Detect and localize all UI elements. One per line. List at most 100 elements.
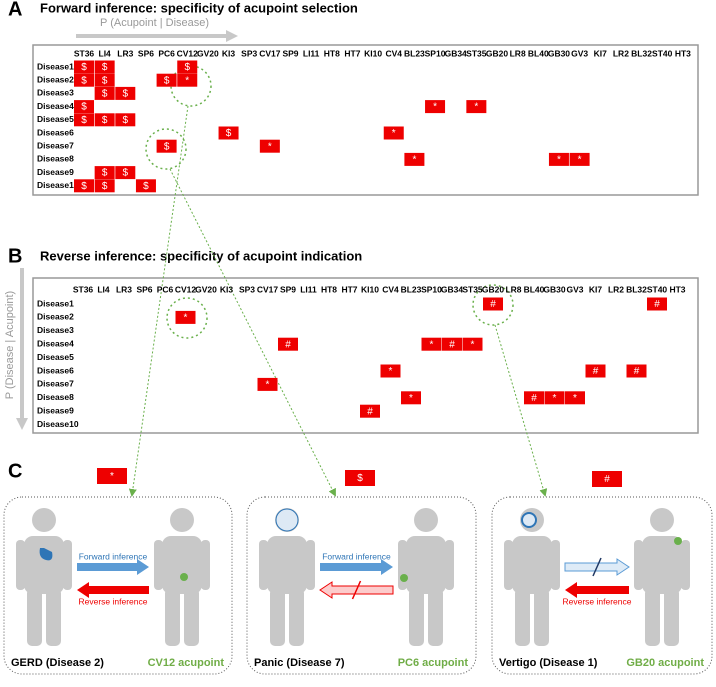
torso [162, 536, 202, 594]
arm [551, 540, 560, 590]
leg [46, 588, 61, 646]
column-label: BL40 [528, 48, 549, 58]
column-label: LR2 [608, 284, 624, 294]
cell [135, 179, 156, 193]
cell [218, 126, 239, 140]
cell-symbol: # [634, 366, 640, 377]
cell [548, 152, 569, 166]
column-label: CV12 [177, 48, 199, 58]
column-label: SP10 [421, 284, 442, 294]
row-label: Disease5 [37, 352, 74, 362]
leg [27, 588, 42, 646]
column-label: BL32 [626, 284, 647, 294]
row-label: Disease3 [37, 88, 74, 98]
cell [257, 377, 278, 391]
cell-symbol: * [471, 339, 475, 350]
leg [664, 588, 679, 646]
column-label: LI4 [99, 48, 112, 58]
negation-slash [592, 557, 602, 577]
negation-slash [351, 580, 362, 600]
column-label: KI3 [222, 48, 236, 58]
column-label: BL32 [631, 48, 652, 58]
column-label: LI4 [97, 284, 110, 294]
cell [401, 391, 421, 405]
column-label: GV3 [571, 48, 588, 58]
head [32, 508, 56, 532]
ear-icon [521, 512, 537, 528]
cell-symbol: # [654, 299, 660, 310]
column-label: LI11 [303, 48, 320, 58]
arm [504, 540, 513, 590]
case-marker [345, 470, 375, 486]
cell-symbol: $ [81, 115, 87, 126]
cell-symbol: $ [164, 75, 170, 86]
case-box [491, 496, 713, 675]
column-label: LR3 [117, 48, 133, 58]
cell [115, 113, 136, 127]
row-label: Disease9 [37, 405, 74, 415]
person [16, 508, 72, 646]
grid-frame [32, 277, 699, 434]
row-label: Disease9 [37, 167, 74, 177]
column-label: LI11 [300, 284, 317, 294]
column-label: GB30 [543, 284, 565, 294]
cell [115, 86, 136, 100]
column-label: ST36 [73, 284, 94, 294]
row-label: Disease8 [37, 154, 74, 164]
case-marker [97, 468, 127, 484]
cell [156, 139, 177, 153]
case-box [3, 496, 233, 675]
column-label: SP6 [136, 284, 152, 294]
cell [115, 166, 136, 180]
column-label: LR8 [505, 284, 521, 294]
person [634, 508, 690, 646]
column-label: GB34 [441, 284, 463, 294]
cell [524, 391, 544, 405]
link-lines [128, 105, 548, 497]
cell-symbol: $ [123, 168, 129, 179]
column-label: GB34 [445, 48, 467, 58]
cell-symbol: * [474, 102, 478, 113]
cell-symbol: # [490, 299, 496, 310]
cell-symbol: # [593, 366, 599, 377]
cell [380, 364, 401, 378]
disease-label: Vertigo (Disease 1) [499, 657, 598, 669]
case-marker-symbol: * [110, 471, 114, 482]
column-label: GV20 [197, 48, 219, 58]
stomach-icon [39, 548, 53, 561]
cell-symbol: $ [102, 62, 108, 73]
cell-symbol: * [266, 380, 270, 391]
cell-symbol: * [389, 366, 393, 377]
disease-label: Panic (Disease 7) [254, 657, 345, 669]
column-label: SP10 [425, 48, 446, 58]
cell [278, 337, 298, 351]
cell [383, 126, 404, 140]
cell-symbol: $ [123, 89, 129, 100]
case-marker-symbol: $ [357, 473, 363, 484]
arm [63, 540, 72, 590]
column-label: CV17 [259, 48, 281, 58]
column-label: SP3 [239, 284, 255, 294]
column-label: LR2 [613, 48, 629, 58]
cell-symbol: $ [226, 128, 232, 139]
arm [201, 540, 210, 590]
row-label: Disease2 [37, 312, 74, 322]
inference-arrow [77, 582, 149, 598]
cell-symbol: $ [81, 75, 87, 86]
cell-symbol: * [578, 155, 582, 166]
cell-symbol: # [367, 406, 373, 417]
cell [483, 297, 503, 311]
head [650, 508, 674, 532]
cell [156, 73, 177, 87]
case-marker-symbol: # [604, 474, 610, 485]
reverse-label: Reverse inference [563, 596, 632, 606]
cell-symbol: # [285, 339, 291, 350]
torso [642, 536, 682, 594]
axis-label: P (Disease | Acupoint) [4, 291, 16, 399]
column-label: SP3 [241, 48, 257, 58]
person [154, 508, 210, 646]
cell [177, 60, 198, 74]
cell [94, 86, 115, 100]
row-label: Disease5 [37, 114, 74, 124]
column-label: LR3 [116, 284, 132, 294]
